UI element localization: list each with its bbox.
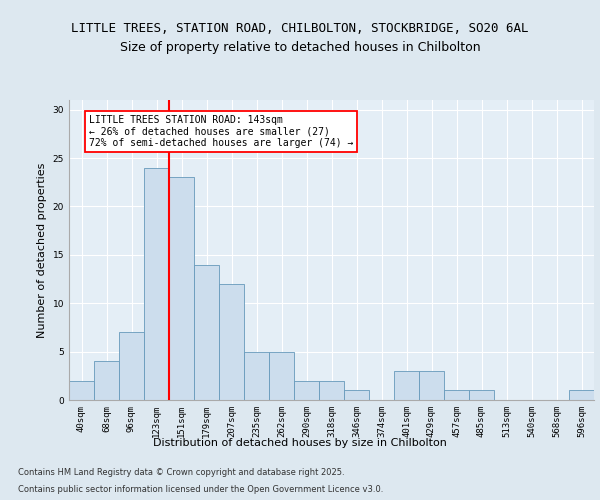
Bar [69,380,94,400]
Bar [344,390,369,400]
Y-axis label: Number of detached properties: Number of detached properties [37,162,47,338]
Bar [269,352,294,400]
Bar [469,390,494,400]
Text: LITTLE TREES, STATION ROAD, CHILBOLTON, STOCKBRIDGE, SO20 6AL: LITTLE TREES, STATION ROAD, CHILBOLTON, … [71,22,529,36]
Bar [244,352,269,400]
Bar [319,380,344,400]
Bar [219,284,244,400]
Text: Distribution of detached houses by size in Chilbolton: Distribution of detached houses by size … [153,438,447,448]
Text: Contains public sector information licensed under the Open Government Licence v3: Contains public sector information licen… [18,484,383,494]
Bar [119,332,144,400]
Bar [444,390,469,400]
Bar [144,168,169,400]
Text: Size of property relative to detached houses in Chilbolton: Size of property relative to detached ho… [119,41,481,54]
Bar [94,362,119,400]
Text: Contains HM Land Registry data © Crown copyright and database right 2025.: Contains HM Land Registry data © Crown c… [18,468,344,477]
Bar [394,371,419,400]
Bar [194,264,219,400]
Text: LITTLE TREES STATION ROAD: 143sqm
← 26% of detached houses are smaller (27)
72% : LITTLE TREES STATION ROAD: 143sqm ← 26% … [89,114,353,148]
Bar [294,380,319,400]
Bar [419,371,444,400]
Bar [169,178,194,400]
Bar [569,390,594,400]
